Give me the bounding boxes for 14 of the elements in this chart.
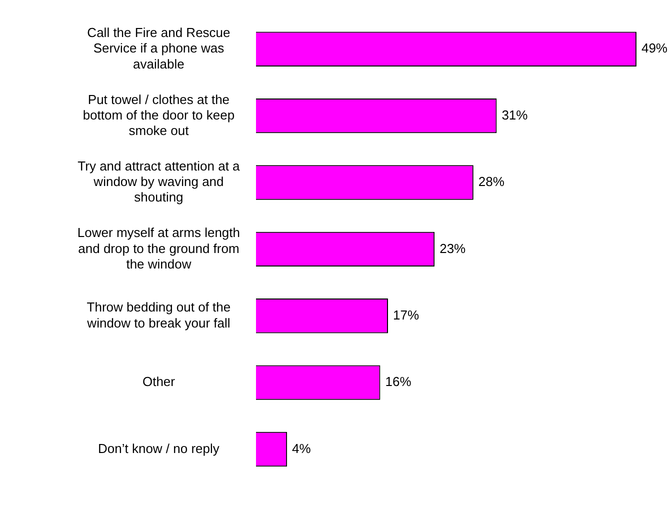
data-label: 16% xyxy=(385,374,412,390)
y-tick-label: Try and attract attention at a window by waving and shouting xyxy=(78,158,241,205)
y-tick-label: Put towel / clothes at the bottom of the door to keep smoke out xyxy=(82,92,235,138)
y-tick-label: Lower myself at arms length and drop to the ground from the window xyxy=(77,225,240,272)
y-tick-label: Call the Fire and Rescue Service if a phone was available xyxy=(87,25,230,72)
data-label: 4% xyxy=(292,440,312,456)
data-label: 17% xyxy=(393,307,420,322)
y-tick-label: Other xyxy=(142,374,176,390)
y-tick-label: Don’t know / no reply xyxy=(98,440,220,456)
data-label: 23% xyxy=(440,240,466,256)
y-tick-label: Throw bedding out of the window to break your fall xyxy=(86,300,231,330)
data-label: 31% xyxy=(502,107,528,122)
data-label: 49% xyxy=(641,40,668,56)
data-label: 28% xyxy=(478,174,505,190)
